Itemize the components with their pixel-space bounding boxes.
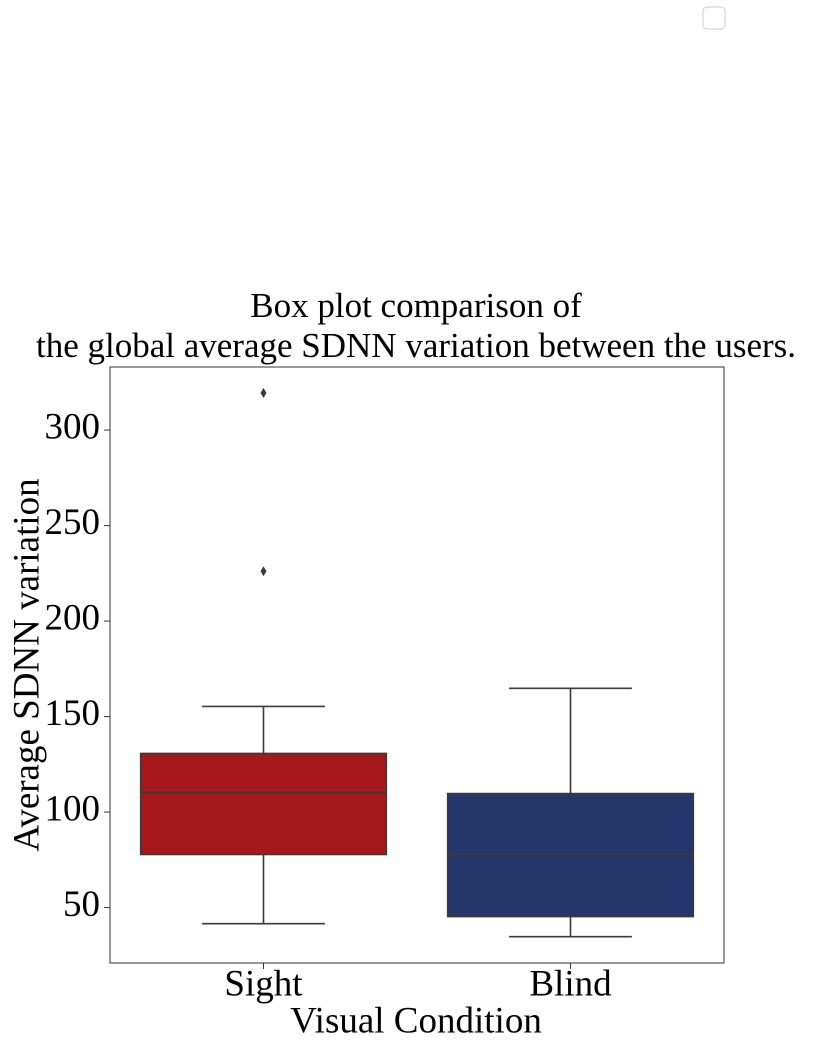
plot-frame	[109, 366, 725, 964]
y-tick-label: 150	[45, 693, 101, 734]
legend-frame	[702, 6, 726, 30]
y-tick-label: 250	[45, 502, 101, 543]
box	[139, 752, 388, 856]
y-tick-label: 100	[45, 789, 101, 830]
x-axis-label: Visual Condition	[290, 1000, 542, 1041]
y-tick-label: 200	[45, 598, 101, 639]
chart-title: Box plot comparison of	[250, 286, 582, 325]
x-tick-label: Sight	[224, 963, 303, 1004]
y-tick-label: 50	[63, 884, 100, 925]
y-axis-label: Average SDNN variation	[6, 478, 47, 851]
x-tick-label: Blind	[529, 963, 612, 1004]
chart-title: the global average SDNN variation betwee…	[36, 326, 796, 365]
outlier	[260, 387, 267, 398]
y-tick-label: 300	[45, 407, 101, 448]
outlier	[260, 566, 267, 577]
